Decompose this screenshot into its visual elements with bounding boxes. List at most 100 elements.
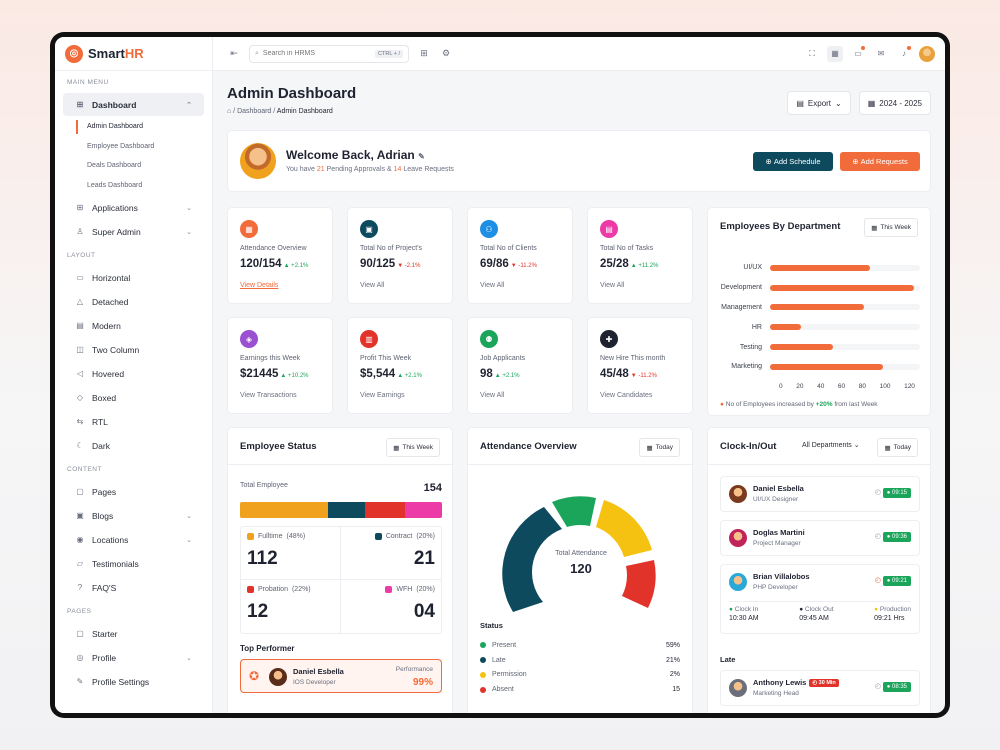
stat-change: ▲ +2.1% xyxy=(283,263,309,269)
employee-status-card: Employee Status ▦ This Week Total Employe… xyxy=(227,427,453,713)
sidebar-item-super-admin[interactable]: ♙ Super Admin ⌄ xyxy=(63,220,204,243)
top-performer-name: Daniel Esbella xyxy=(293,667,344,676)
brand-name: SmartHR xyxy=(88,46,144,61)
filter-label: This Week xyxy=(402,444,433,451)
stat-link[interactable]: View Candidates xyxy=(600,392,653,399)
chevron-down-icon: ⌄ xyxy=(186,536,192,544)
sidebar-item-faqs[interactable]: ? FAQ'S xyxy=(63,576,204,599)
sidebar-item-applications[interactable]: ⊞ Applications ⌄ xyxy=(63,196,204,219)
sidebar-item-locations[interactable]: ◉ Locations ⌄ xyxy=(63,528,204,551)
brand[interactable]: ◎ SmartHR xyxy=(55,37,212,71)
sidebar-item-starter[interactable]: ▢ Starter xyxy=(63,622,204,645)
welcome-card: Welcome Back, Adrian ✎ You have 21 Pendi… xyxy=(227,130,931,192)
sidebar-item-label: Profile Settings xyxy=(92,676,150,687)
bar xyxy=(770,344,833,351)
stat-value: $5,544 ▲ +2.1% xyxy=(360,368,422,380)
sidebar-item-boxed[interactable]: ◇ Boxed xyxy=(63,386,204,409)
list-item[interactable]: Doglas Martini Project Manager ◴ ● 09:36 xyxy=(720,520,920,556)
status-title: Status xyxy=(480,621,503,630)
bell-icon[interactable]: ♪ xyxy=(896,45,912,62)
top-performer-card[interactable]: ✪ Daniel Esbella IOS Developer Performan… xyxy=(240,659,442,693)
department-dropdown[interactable]: All Departments ⌄ xyxy=(802,441,860,449)
list-item-expanded[interactable]: Brian Villalobos PHP Developer ◴ ● 09:21… xyxy=(720,564,920,634)
stat-link[interactable]: View Earnings xyxy=(360,392,405,399)
calendar-icon: ▦ xyxy=(240,220,258,238)
approvals-count: 21 xyxy=(316,166,325,173)
sidebar-item-horizontal[interactable]: ▭ Horizontal xyxy=(63,266,204,289)
sidebar-item-profile[interactable]: ◎ Profile ⌄ xyxy=(63,646,204,669)
date-range-button[interactable]: ▦ 2024 - 2025 xyxy=(858,91,931,115)
wallet-icon: ◈ xyxy=(240,330,258,348)
list-item[interactable]: Anthony Lewis ◴ 30 Min Marketing Head ◴ ●… xyxy=(720,670,920,706)
stat-link[interactable]: View All xyxy=(360,282,385,289)
sidebar-item-rtl[interactable]: ⇆ RTL xyxy=(63,410,204,433)
status-list: Present 59% Late 21% Permission 2% Absent 15 xyxy=(480,638,680,697)
fullscreen-icon[interactable]: ⛶ xyxy=(809,48,815,58)
sidebar-item-testimonials[interactable]: ▱ Testimonials xyxy=(63,552,204,575)
clock-filter[interactable]: ▦ Today xyxy=(877,438,918,457)
x-tick-label: 120 xyxy=(904,383,915,390)
search-box[interactable]: ⌕ CTRL + / xyxy=(249,44,409,63)
sub-deals-dashboard[interactable]: Deals Dashboard xyxy=(87,162,142,170)
bar-track xyxy=(770,324,920,331)
search-input[interactable] xyxy=(262,50,359,57)
stat-value: 98 ▲ +2.1% xyxy=(480,368,520,380)
stat-value-text: 98 xyxy=(480,368,493,380)
sub-leads-dashboard[interactable]: Leads Dashboard xyxy=(87,181,143,189)
layout-toggle-icon[interactable]: ▦ xyxy=(827,45,843,62)
blog-icon: ▣ xyxy=(76,511,84,520)
chat-icon[interactable]: ▭ xyxy=(850,45,866,62)
sidebar-item-label: Blogs xyxy=(92,510,114,521)
stat-change: ▲ +10.2% xyxy=(280,373,309,379)
gauge-segment-late xyxy=(502,507,562,612)
settings-icon[interactable]: ⚙ xyxy=(441,48,451,58)
employee-status-filter[interactable]: ▦ This Week xyxy=(386,438,440,457)
department-filter[interactable]: ▦ This Week xyxy=(864,218,918,237)
add-requests-button[interactable]: ⊕ Add Requests xyxy=(840,152,920,171)
stat-link[interactable]: View All xyxy=(480,282,505,289)
sub-admin-dashboard[interactable]: Admin Dashboard xyxy=(55,117,212,137)
sidebar-item-modern[interactable]: ▤ Modern xyxy=(63,314,204,337)
edit-icon[interactable]: ✎ xyxy=(418,152,425,161)
type-percent: (20%) xyxy=(416,586,435,593)
legend-swatch xyxy=(385,586,393,593)
user-avatar[interactable] xyxy=(919,45,935,62)
sidebar-item-dashboard[interactable]: ⊞ Dashboard ⌃ xyxy=(63,93,204,116)
grid-apps-icon[interactable]: ⊞ xyxy=(420,48,428,58)
stat-card: ⚇ Total No of Clients 69/86 ▼ -11.2% View Al… xyxy=(467,207,573,304)
sidebar-item-blogs[interactable]: ▣ Blogs ⌄ xyxy=(63,504,204,527)
home-icon[interactable]: ⌂ xyxy=(227,108,232,115)
sidebar-item-label: Hovered xyxy=(92,368,125,379)
mail-icon[interactable]: ✉ xyxy=(877,49,885,58)
attendance-filter[interactable]: ▦ Today xyxy=(639,438,680,457)
shortcut-hint: CTRL + / xyxy=(375,49,403,58)
section-pages: PAGES xyxy=(67,608,92,615)
stat-card: ▥ Profit This Week $5,544 ▲ +2.1% View Earni… xyxy=(347,317,453,414)
stat-value: 120/154 ▲ +2.1% xyxy=(240,258,308,270)
profile-icon: ◎ xyxy=(76,653,84,662)
breadcrumb-dashboard[interactable]: Dashboard xyxy=(237,108,272,115)
sidebar-item-two-column[interactable]: ◫ Two Column xyxy=(63,338,204,361)
collapse-sidebar-icon[interactable]: ⇤ xyxy=(230,48,238,58)
starter-icon: ▢ xyxy=(76,629,84,638)
sidebar-item-hovered[interactable]: ◁ Hovered xyxy=(63,362,204,385)
sidebar-item-label: Horizontal xyxy=(92,272,131,283)
sidebar-item-label: Modern xyxy=(92,320,121,331)
status-label: Permission xyxy=(492,671,527,679)
sidebar-item-profile-settings[interactable]: ✎ Profile Settings xyxy=(63,670,204,693)
export-button[interactable]: ▤ Export ⌄ xyxy=(787,91,851,115)
sidebar-item-pages[interactable]: ▢ Pages xyxy=(63,480,204,503)
stat-link[interactable]: View Transactions xyxy=(240,392,297,399)
stat-link[interactable]: View All xyxy=(600,282,625,289)
add-schedule-label: Add Schedule xyxy=(773,157,821,166)
sidebar: ◎ SmartHR MAIN MENU ⊞ Dashboard ⌃ Admin … xyxy=(55,37,213,713)
sidebar-item-detached[interactable]: △ Detached xyxy=(63,290,204,313)
sidebar-item-dark[interactable]: ☾ Dark xyxy=(63,434,204,457)
sub-employee-dashboard[interactable]: Employee Dashboard xyxy=(87,142,155,150)
add-schedule-button[interactable]: ⊕ Add Schedule xyxy=(753,152,833,171)
chevron-up-icon: ⌃ xyxy=(186,101,192,109)
stat-link[interactable]: View All xyxy=(480,392,505,399)
stat-link[interactable]: View Details xyxy=(240,282,279,289)
list-item[interactable]: Daniel Esbella UI/UX Designer ◴ ● 09:15 xyxy=(720,476,920,512)
production-detail: ● Production 09:21 Hrs xyxy=(874,606,911,622)
